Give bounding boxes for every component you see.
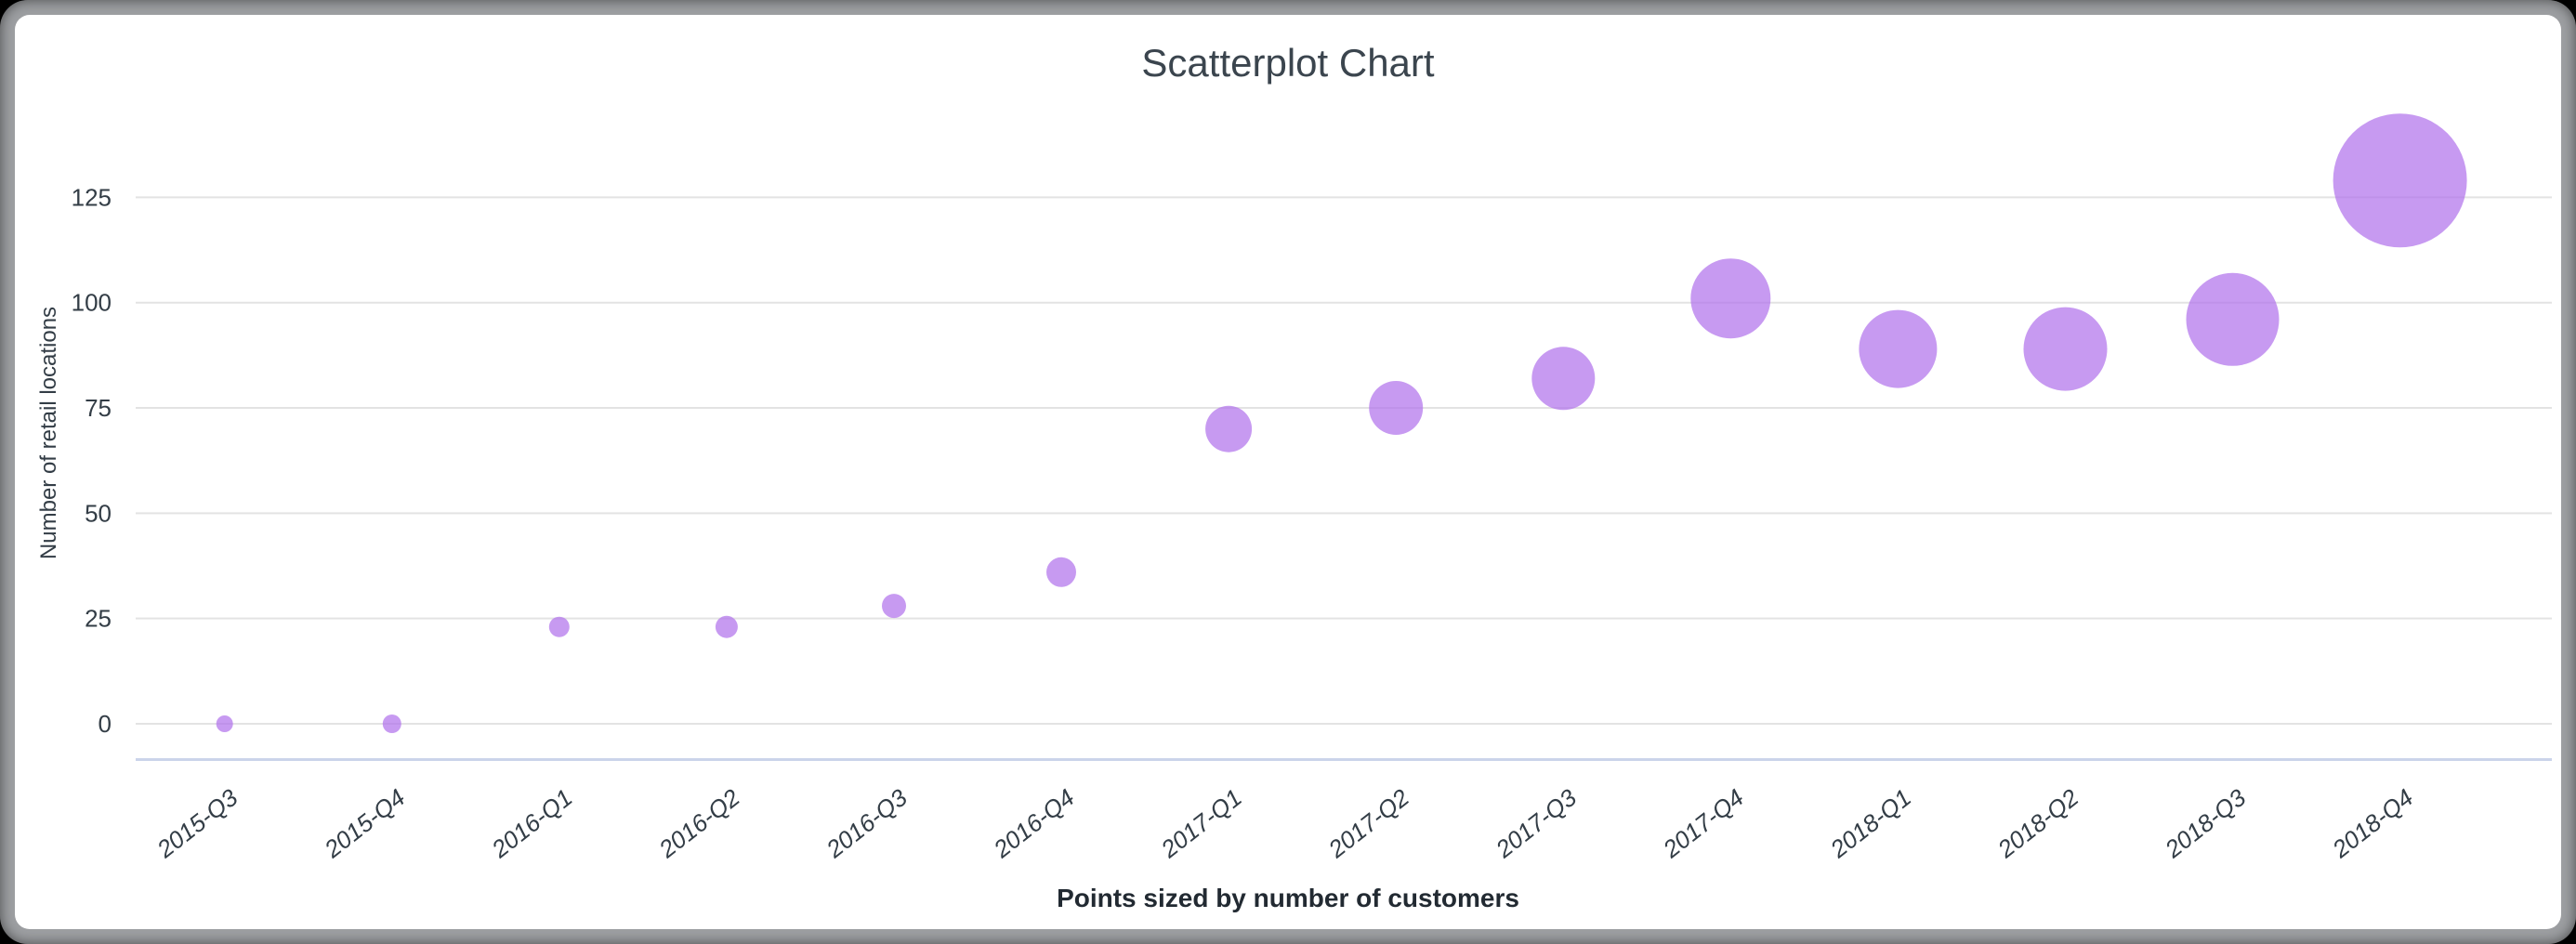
x-tick-label: 2017-Q1 xyxy=(1155,783,1247,864)
x-tick-label: 2016-Q2 xyxy=(653,783,745,864)
chart-card: Scatterplot Chart 0 25 50 75 100 125 Number o… xyxy=(15,15,2561,929)
chart-caption: Points sized by number of customers xyxy=(1057,884,1519,912)
y-tick-label: 100 xyxy=(72,289,112,317)
x-tick-label: 2018-Q3 xyxy=(2159,783,2251,864)
x-tick-label: 2017-Q4 xyxy=(1657,783,1749,864)
x-tick-label: 2018-Q2 xyxy=(1991,783,2083,864)
x-tick-label: 2017-Q2 xyxy=(1322,783,1414,864)
data-points xyxy=(216,113,2467,733)
x-tick-label: 2016-Q3 xyxy=(821,783,913,864)
scatterplot-chart: Scatterplot Chart 0 25 50 75 100 125 Number o… xyxy=(36,41,2552,912)
data-point-2018-Q3[interactable] xyxy=(2186,272,2280,366)
data-point-2016-Q3[interactable] xyxy=(882,594,906,619)
gridlines xyxy=(136,196,2552,725)
y-tick-label: 25 xyxy=(85,605,112,633)
data-point-2017-Q2[interactable] xyxy=(1369,381,1424,435)
y-tick-labels: 0 25 50 75 100 125 xyxy=(72,183,112,738)
x-tick-label: 2015-Q3 xyxy=(151,783,243,864)
data-point-2018-Q4[interactable] xyxy=(2333,113,2467,248)
chart-title: Scatterplot Chart xyxy=(1141,41,1434,85)
y-tick-label: 0 xyxy=(99,710,112,738)
data-point-2015-Q4[interactable] xyxy=(382,715,401,733)
data-point-2017-Q1[interactable] xyxy=(1205,405,1253,452)
y-tick-label: 50 xyxy=(85,499,112,527)
data-point-2017-Q4[interactable] xyxy=(1690,258,1771,339)
data-point-2015-Q3[interactable] xyxy=(216,715,233,732)
data-point-2016-Q1[interactable] xyxy=(548,616,570,637)
data-point-2018-Q1[interactable] xyxy=(1859,309,1938,388)
data-point-2016-Q4[interactable] xyxy=(1046,557,1076,587)
x-tick-label: 2018-Q1 xyxy=(1824,783,1916,864)
data-point-2017-Q3[interactable] xyxy=(1531,347,1596,411)
x-tick-label: 2017-Q3 xyxy=(1490,783,1582,864)
y-tick-label: 125 xyxy=(72,183,112,211)
x-tick-label: 2016-Q4 xyxy=(988,783,1080,864)
data-point-2018-Q2[interactable] xyxy=(2023,307,2108,391)
x-tick-label: 2015-Q4 xyxy=(318,783,410,864)
y-axis-title: Number of retail locations xyxy=(36,307,61,559)
data-point-2016-Q2[interactable] xyxy=(715,615,738,638)
x-tick-label: 2016-Q1 xyxy=(485,783,577,864)
x-tick-label: 2018-Q4 xyxy=(2326,783,2418,864)
y-tick-label: 75 xyxy=(85,394,112,422)
x-tick-labels: 2015-Q3 2015-Q4 2016-Q1 2016-Q2 2016-Q3 2016-… xyxy=(151,783,2418,864)
